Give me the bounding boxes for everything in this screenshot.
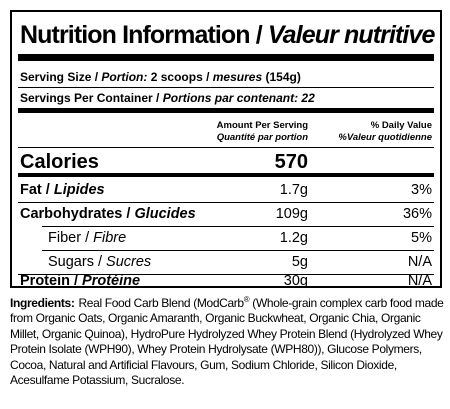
thin-divider [18, 147, 434, 148]
nutrient-daily-value: 36% [402, 206, 432, 222]
nutrient-row-fiber: Fiber / Fibre 1.2g 5% [12, 227, 440, 249]
thin-divider [18, 274, 434, 275]
nutrient-row-sugars: Sugars / Sucres 5g N/A [12, 251, 440, 273]
nutrient-amount: 5g [291, 254, 308, 270]
nutrient-label: Calories [20, 151, 99, 173]
nutrient-label: Fiber / Fibre [48, 230, 127, 246]
serving-size-value-fr: mesures [212, 70, 263, 84]
amount-header-en: Amount Per Serving [216, 120, 308, 131]
thin-divider [42, 250, 434, 251]
servings-per-container-value: 22 [301, 91, 315, 105]
nutrient-amount: 570 [274, 151, 308, 173]
nutrient-row-fat: Fat / Lipides 1.7g 3% [12, 179, 440, 201]
nutrient-label: Sugars / Sucres [48, 254, 152, 270]
nutrient-amount: 1.7g [279, 182, 308, 198]
nutrient-daily-value: N/A [407, 254, 432, 270]
nutrient-row-protein: Protein / Protéine 30g N/A [12, 273, 440, 289]
ingredients-label: Ingredients: [10, 296, 75, 310]
servings-per-container-line: Servings Per Container / Portions par co… [20, 90, 315, 106]
servings-per-container-label-en: Servings Per Container / [20, 91, 160, 105]
nutrient-daily-value: N/A [407, 273, 432, 289]
serving-size-line: Serving Size / Portion: 2 scoops / mesur… [20, 69, 301, 85]
amount-per-serving-header: Amount Per Serving Quantité par portion [202, 120, 308, 144]
dv-header-en: % Daily Value [370, 120, 432, 131]
registered-mark: ® [243, 295, 250, 304]
ingredients-text-start: Real Food Carb Blend (ModCarb [78, 296, 244, 310]
serving-size-grams: (154g) [265, 70, 301, 84]
daily-value-header: % Daily Value %Valeur quotidienne [312, 120, 432, 144]
thick-divider [18, 173, 434, 177]
nutrient-label: Carbohydrates / Glucides [20, 206, 196, 222]
thin-divider [18, 202, 434, 203]
thick-divider [18, 108, 434, 113]
nutrition-facts-panel: Nutrition Information / Valeur nutritive… [10, 10, 442, 288]
nutrient-amount: 30g [283, 273, 308, 289]
nutrient-daily-value: 5% [411, 230, 432, 246]
serving-size-label-fr: Portion: [101, 70, 148, 84]
serving-size-label-en: Serving Size / [20, 70, 99, 84]
thin-divider [18, 87, 434, 88]
panel-title: Nutrition Information / Valeur nutritive [20, 18, 436, 52]
thick-divider [18, 54, 434, 61]
nutrient-row-carbohydrates: Carbohydrates / Glucides 109g 36% [12, 203, 440, 225]
nutrient-label: Fat / Lipides [20, 182, 105, 198]
title-english: Nutrition Information / [20, 21, 263, 49]
nutrient-label: Protein / Protéine [20, 273, 141, 289]
dv-header-fr: %Valeur quotidienne [338, 132, 432, 143]
nutrient-amount: 1.2g [279, 230, 308, 246]
nutrient-daily-value: 3% [411, 182, 432, 198]
thin-divider [42, 226, 434, 227]
nutrient-amount: 109g [275, 206, 308, 222]
ingredients-text-rest: (Whole-grain complex carb food made from… [10, 296, 444, 388]
servings-per-container-label-fr: Portions par contenant: [162, 91, 299, 105]
amount-header-fr: Quantité par portion [216, 132, 308, 143]
nutrient-row-calories: Calories 570 [12, 150, 440, 174]
title-french: Valeur nutritive [267, 21, 436, 49]
ingredients-list: Ingredients: Real Food Carb Blend (ModCar… [10, 296, 444, 388]
serving-size-value: 2 scoops / [150, 70, 210, 84]
